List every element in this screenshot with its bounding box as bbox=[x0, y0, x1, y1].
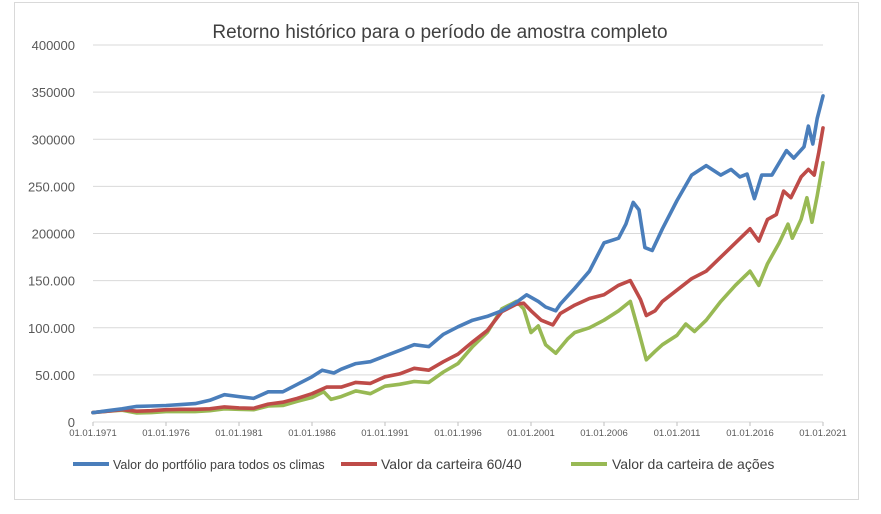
x-tick-label: 01.01.1981 bbox=[215, 428, 263, 439]
chart-title: Retorno histórico para o período de amos… bbox=[212, 22, 667, 43]
x-tick-label: 01.01.2016 bbox=[726, 428, 774, 439]
x-axis-ticks: 01.01.1971 01.01.1976 01.01.1981 01.01.1986… bbox=[69, 422, 847, 439]
y-tick-label: 0 bbox=[68, 415, 75, 430]
x-tick-label: 01.01.1976 bbox=[142, 428, 190, 439]
y-tick-label: 300000 bbox=[32, 132, 75, 147]
series-line-2 bbox=[91, 126, 825, 415]
legend-label: Valor da carteira 60/40 bbox=[381, 456, 522, 472]
x-tick-label: 01.01.2001 bbox=[507, 428, 555, 439]
legend-label: Valor da carteira de ações bbox=[612, 456, 774, 472]
x-tick-label: 01.01.1971 bbox=[69, 428, 117, 439]
legend-item: Valor do portfólio para todos os climas bbox=[73, 458, 325, 472]
y-tick-label: 200000 bbox=[32, 227, 75, 242]
y-tick-label: 50.000 bbox=[35, 368, 75, 383]
y-tick-label: 100.000 bbox=[28, 321, 75, 336]
legend: Valor do portfólio para todos os climas V… bbox=[73, 456, 774, 472]
x-tick-label: 01.01.1991 bbox=[361, 428, 409, 439]
y-tick-label: 150.000 bbox=[28, 274, 75, 289]
y-axis-ticks: 0 50.000 100.000 150.000 200000 250.000 300000… bbox=[28, 38, 75, 430]
y-tick-label: 350000 bbox=[32, 85, 75, 100]
x-tick-label: 01.01.1986 bbox=[288, 428, 336, 439]
series-lines bbox=[91, 94, 825, 415]
series-line-1 bbox=[91, 94, 825, 415]
y-tick-label: 250.000 bbox=[28, 179, 75, 194]
x-tick-label: 01.01.2006 bbox=[580, 428, 628, 439]
x-tick-label: 01.01.2021 bbox=[799, 428, 847, 439]
x-tick-label: 01.01.1996 bbox=[434, 428, 482, 439]
chart-frame bbox=[14, 2, 859, 500]
legend-item: Valor da carteira de ações bbox=[571, 456, 774, 472]
x-tick-label: 01.01.2011 bbox=[654, 428, 701, 439]
legend-label: Valor do portfólio para todos os climas bbox=[113, 458, 325, 472]
y-tick-label: 400000 bbox=[32, 38, 75, 53]
series-line-3 bbox=[91, 161, 825, 415]
legend-item: Valor da carteira 60/40 bbox=[341, 456, 522, 472]
